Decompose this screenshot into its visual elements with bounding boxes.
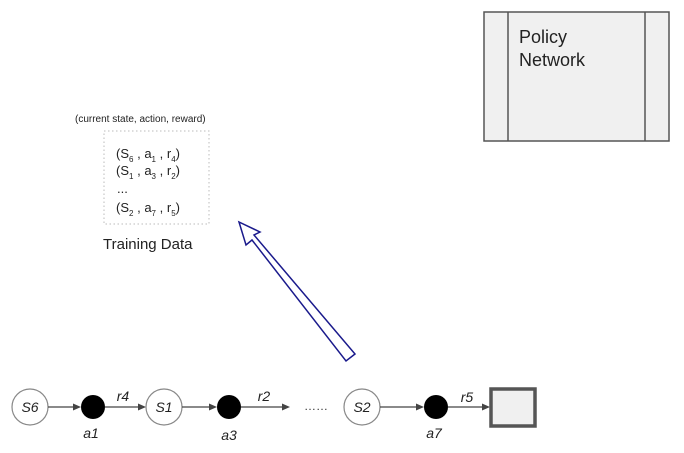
- reward-label: r5: [461, 389, 474, 405]
- action-node: [217, 395, 241, 419]
- state-label: S2: [353, 399, 370, 415]
- collect-data-arrow: [237, 220, 357, 363]
- action-label: a7: [426, 425, 443, 441]
- training-data-label: Training Data: [103, 236, 193, 253]
- reward-label: r2: [258, 388, 271, 404]
- trajectory: S6 a1 r4 S1 a3 r2 …… S2 a7 r5: [11, 387, 537, 443]
- action-label: a1: [83, 425, 99, 441]
- training-tuple: (S2 , a7 , r5): [116, 200, 180, 218]
- action-label: a3: [221, 427, 237, 443]
- terminal-state-box: [489, 387, 537, 428]
- policy-network-label-line1: Policy: [519, 27, 567, 47]
- reward-label: r4: [117, 388, 130, 404]
- policy-network-label-line2: Network: [519, 50, 586, 70]
- training-tuple: (S6 , a1 , r4): [116, 146, 180, 164]
- action-node: [424, 395, 448, 419]
- state-label: S6: [21, 399, 38, 415]
- policy-network-box: Policy Network: [483, 11, 670, 142]
- training-data-caption: (current state, action, reward): [75, 114, 206, 125]
- training-tuple: (S1 , a3 , r2): [116, 163, 180, 181]
- training-data-box: [103, 130, 210, 225]
- trajectory-gap: ……: [304, 399, 328, 413]
- training-data-block: (current state, action, reward) (S6 , a1…: [75, 114, 210, 253]
- action-node: [81, 395, 105, 419]
- state-label: S1: [155, 399, 172, 415]
- training-ellipsis: ...: [117, 181, 128, 196]
